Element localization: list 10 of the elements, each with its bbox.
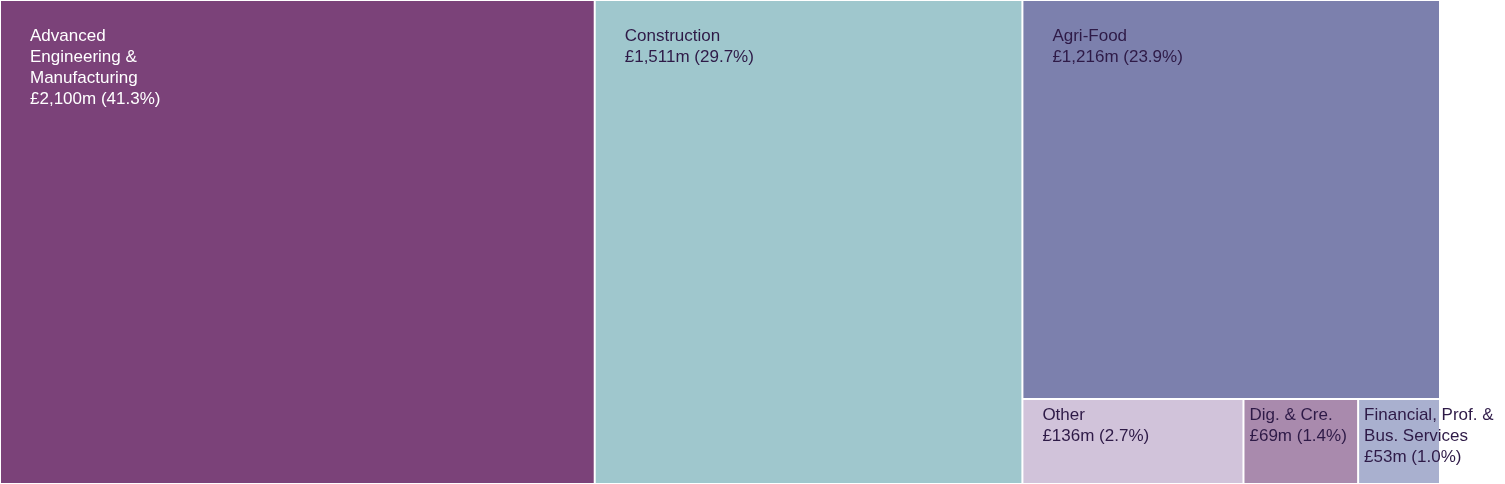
category-label: Dig. & Cre. (1249, 405, 1333, 425)
data-label: £69m (1.4%) (1249, 426, 1347, 446)
category-label: Agri-Food (1052, 26, 1128, 46)
data-label: £1,511m (29.7%) (624, 47, 754, 67)
category-label: Advanced Engineering & Manufacturing (30, 26, 138, 88)
category-label: Other (1042, 405, 1086, 425)
data-label: £2,100m (41.3%) (30, 89, 161, 109)
data-label: £1,216m (23.9%) (1052, 47, 1183, 67)
data-label: £136m (2.7%) (1042, 426, 1150, 446)
category-label: Construction (624, 26, 721, 46)
